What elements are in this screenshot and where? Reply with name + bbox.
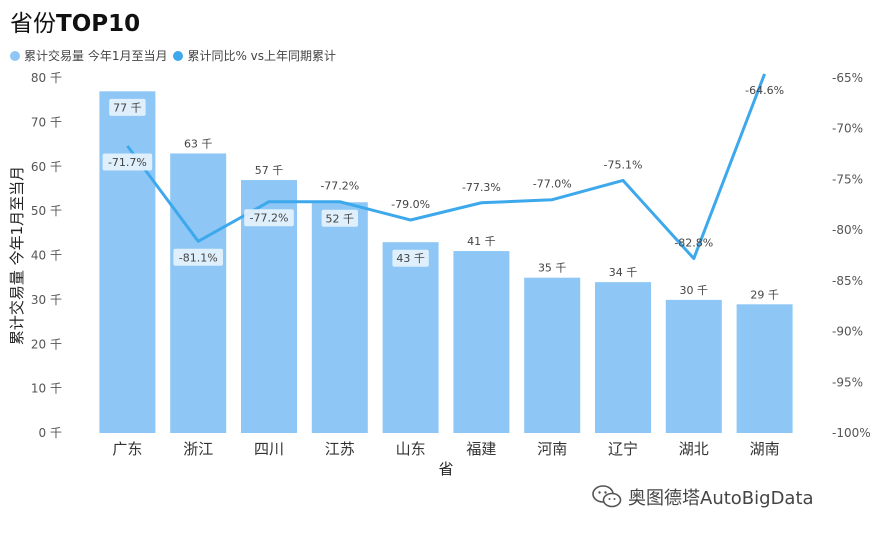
bar[interactable] [453,251,510,433]
bar-value-label: 34 千 [609,266,638,279]
bar-value-label-bg [392,249,429,267]
y2-tick-label: -85% [832,274,863,288]
legend-dot-yoy [173,50,184,61]
line-value-label: -77.2% [250,212,289,225]
line-value-label: -82.8% [674,237,713,250]
bar[interactable] [595,282,651,433]
category-label: 福建 [466,440,496,458]
bar[interactable] [382,242,439,433]
bar-value-label: 35 千 [538,262,567,275]
y-tick-label: 20 千 [31,337,62,351]
bar[interactable] [99,91,156,433]
category-label: 浙江 [183,440,213,458]
legend: 累计交易量 今年1月至当月 累计同比% vs上年同期累计 [10,47,342,64]
bar-value-label: 57 千 [255,164,284,177]
legend-dot-volume [10,50,20,61]
bar[interactable] [524,277,581,433]
bar[interactable] [311,202,368,433]
line-series [126,73,767,261]
category-label: 四川 [254,440,284,458]
y2-tick-label: -100% [832,426,870,440]
line-value-label: -77.2% [320,180,359,193]
y-axis: 0 千 10 千 20 千 30 千 40 千 50 千 60 千 70 千 80 千 [31,71,62,440]
line-value-label: -75.1% [604,158,643,171]
bar[interactable] [736,304,793,433]
bar-value-label-bg [321,209,358,227]
y-tick-label: 50 千 [31,204,62,218]
y2-tick-label: -80% [832,223,863,237]
y-tick-label: 10 千 [31,382,62,396]
line-value-label-bg [173,248,223,266]
data-labels: 77 千 -71.7% 63 千 -81.1% 57 千 -77.2% 52 千 -77.2%… [102,84,784,301]
category-label: 广东 [112,440,142,458]
chart-title: 省份TOP10 [10,4,140,38]
y-tick-label: 80 千 [31,71,62,85]
bar-value-label: 30 千 [680,284,709,297]
y-tick-label: 70 千 [31,115,62,129]
y2-tick-label: -70% [832,122,863,136]
yoy-line[interactable] [126,73,767,261]
legend-item-volume[interactable]: 累计交易量 今年1月至当月 [10,47,167,64]
x-axis: 广东 浙江 四川 江苏 山东 福建 河南 辽宁 湖北 湖南 [112,440,779,458]
category-label: 湖北 [679,440,709,458]
line-value-label-bg [102,153,153,171]
bar-value-label: 77 千 [113,101,142,114]
legend-item-yoy[interactable]: 累计同比% vs上年同期累计 [173,47,336,64]
y2-tick-label: -95% [832,375,863,389]
line-value-label: -77.3% [462,181,501,194]
line-value-label: -77.0% [533,178,572,191]
bar-value-label-bg [109,98,146,116]
bar-value-label: 41 千 [467,235,496,248]
bar-value-label: 63 千 [184,137,213,150]
wechat-icon [592,485,622,508]
y2-tick-label: -65% [832,71,863,85]
x-axis-title: 省 [438,460,453,478]
bar-value-label: 43 千 [396,252,425,265]
title-prefix: 省份 [10,11,56,37]
bar-value-label: 52 千 [326,212,355,225]
line-value-label: -71.7% [108,156,147,169]
category-label: 山东 [396,440,426,458]
line-value-label: -64.6% [745,84,784,97]
legend-label-yoy: 累计同比% vs上年同期累计 [187,49,337,63]
title-bold: TOP10 [56,11,141,37]
category-label: 辽宁 [608,440,638,458]
category-label: 江苏 [325,440,355,458]
line-value-label-bg [244,209,294,227]
y-tick-label: 0 千 [39,426,62,440]
bar[interactable] [665,299,722,433]
y-tick-label: 40 千 [31,249,62,263]
y2-axis: -65% -70% -75% -80% -85% -90% -95% -100% [832,71,870,440]
y2-tick-label: -90% [832,325,863,339]
watermark: 奥图德塔AutoBigData [592,484,814,510]
y-tick-label: 60 千 [31,160,62,174]
line-value-label: -81.1% [179,251,218,264]
legend-label-volume: 累计交易量 今年1月至当月 [24,49,168,63]
watermark-text: 奥图德塔AutoBigData [628,488,814,509]
bar[interactable] [170,153,227,433]
bar-value-label: 29 千 [750,288,779,301]
y-axis-title: 累计交易量 今年1月至当月 [8,166,26,345]
y2-tick-label: -75% [832,172,863,186]
category-label: 湖南 [750,440,780,458]
y-tick-label: 30 千 [31,293,62,307]
category-label: 河南 [537,440,567,458]
line-value-label: -79.0% [391,198,430,211]
